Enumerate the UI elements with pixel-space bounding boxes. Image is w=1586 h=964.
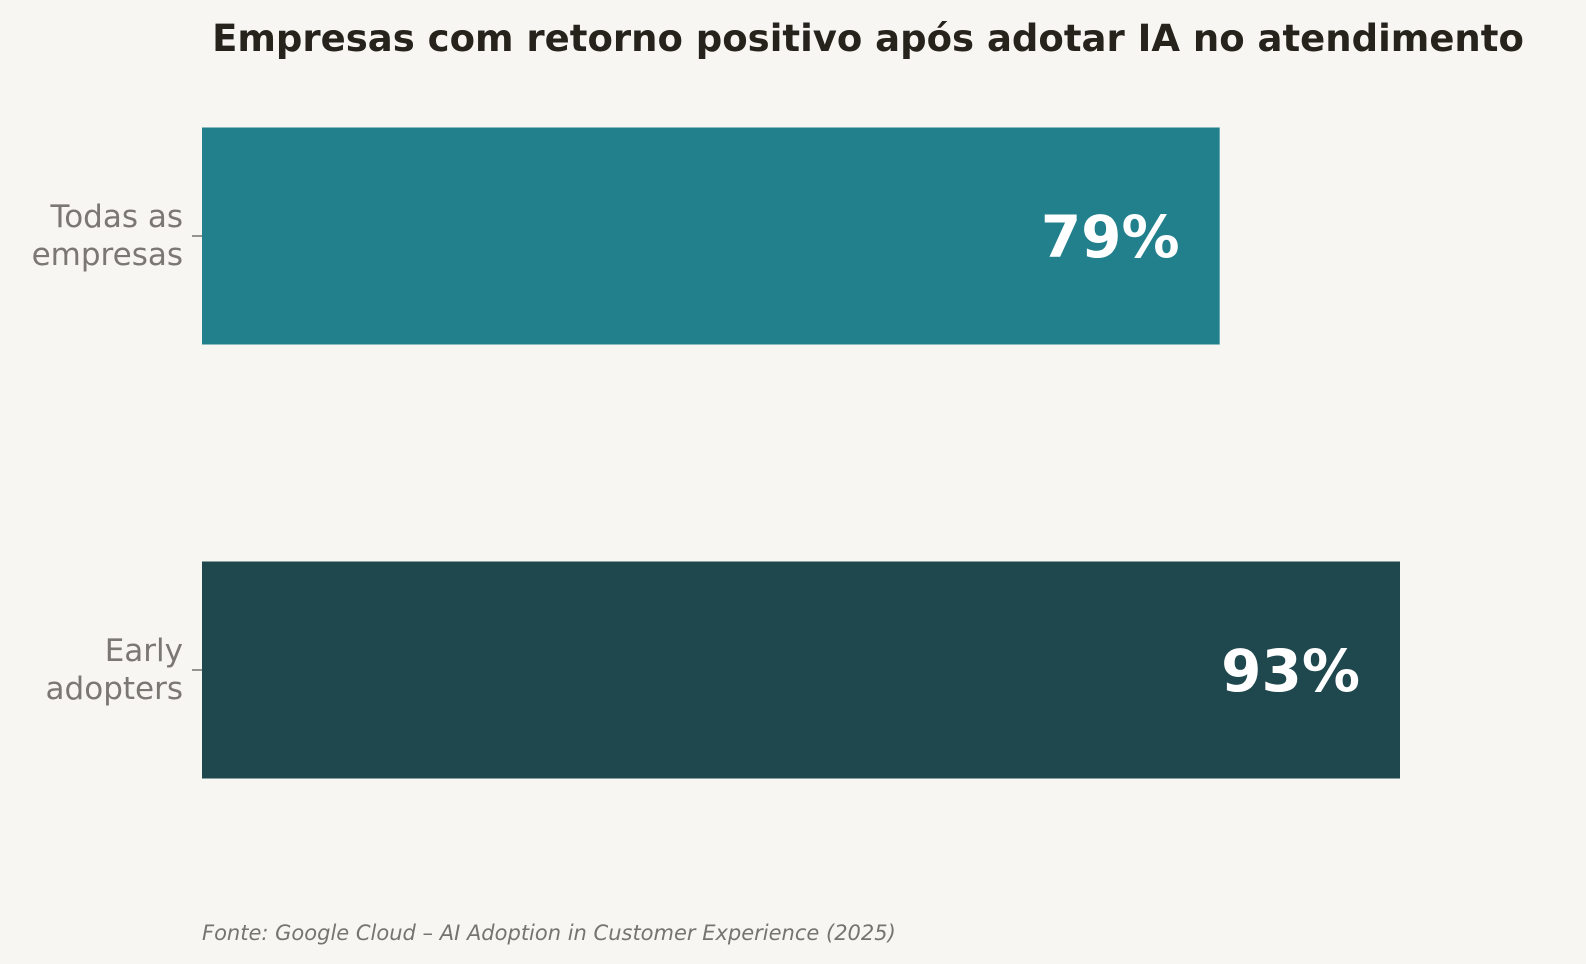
value-label-0: 79% bbox=[1041, 203, 1180, 271]
category-label-0: Todas as empresas bbox=[32, 199, 183, 273]
labels-layer: 79% Todas as empresas 93% Early adopters bbox=[32, 199, 1360, 707]
category-label-1: Early adopters bbox=[46, 633, 183, 707]
value-label-1: 93% bbox=[1221, 637, 1360, 705]
bars-layer bbox=[202, 127, 1400, 779]
category-label-1-line-0: Early bbox=[105, 633, 183, 669]
bar-0 bbox=[202, 127, 1220, 345]
chart-title: Empresas com retorno positivo após adota… bbox=[212, 17, 1524, 60]
category-label-1-line-1: adopters bbox=[46, 671, 183, 707]
bar-1 bbox=[202, 561, 1400, 779]
category-label-0-line-1: empresas bbox=[32, 237, 183, 273]
category-label-0-line-0: Todas as bbox=[50, 199, 183, 235]
source-note: Fonte: Google Cloud – AI Adoption in Cus… bbox=[202, 921, 896, 945]
